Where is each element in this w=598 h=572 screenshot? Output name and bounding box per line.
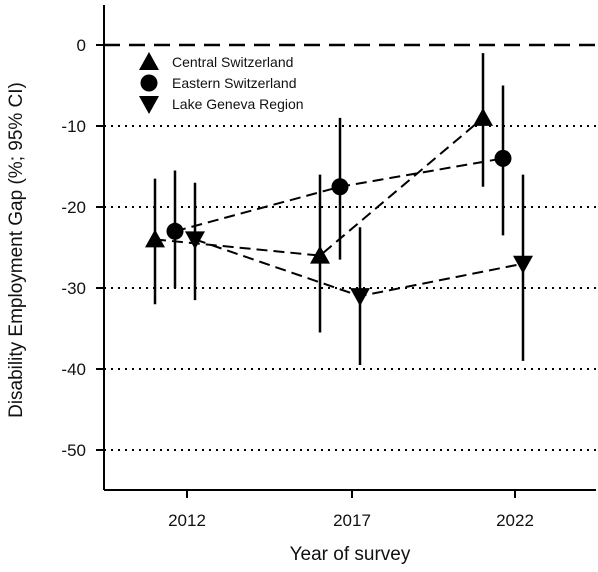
- y-tick-label-0: 0: [77, 36, 86, 55]
- y-tick-label-5: -50: [61, 441, 86, 460]
- y-tick-label-1: -10: [61, 117, 86, 136]
- point-central-switzerland-2017: [310, 245, 330, 264]
- legend-marker-0: [139, 52, 159, 70]
- y-tick-label-4: -40: [61, 360, 86, 379]
- x-tick-label-1: 2017: [333, 511, 371, 530]
- legend-marker-2: [139, 96, 159, 114]
- x-tick-label-2: 2022: [496, 511, 534, 530]
- point-eastern-switzerland-2017: [331, 178, 349, 196]
- point-lake-geneva-region-2017: [350, 288, 370, 307]
- point-eastern-switzerland-2012: [166, 222, 184, 240]
- grid-layer: [104, 43, 596, 451]
- y-tick-label-2: -20: [61, 198, 86, 217]
- legend-marker-1: [140, 74, 158, 92]
- point-central-switzerland-2012: [145, 229, 165, 248]
- markers-layer: [145, 107, 533, 307]
- point-eastern-switzerland-2022: [494, 149, 512, 167]
- y-tick-layer: 0 -10 -20 -30 -40 -50: [61, 36, 104, 460]
- legend-label-0: Central Switzerland: [172, 54, 293, 70]
- x-tick-layer: 2012 2017 2022: [168, 490, 534, 530]
- point-lake-geneva-region-2022: [513, 255, 533, 274]
- y-axis-title: Disability Employment Gap (%; 95% CI): [6, 82, 27, 418]
- series-line-central-switzerland: [154, 117, 484, 257]
- legend-label-2: Lake Geneva Region: [172, 96, 304, 112]
- y-tick-label-3: -30: [61, 279, 86, 298]
- legend-label-1: Eastern Switzerland: [172, 75, 297, 91]
- x-axis-title: Year of survey: [290, 544, 411, 565]
- legend: Central Switzerland Eastern Switzerland La…: [139, 52, 304, 114]
- point-lake-geneva-region-2012: [185, 231, 205, 250]
- x-tick-label-0: 2012: [168, 511, 206, 530]
- point-central-switzerland-2022: [473, 107, 493, 126]
